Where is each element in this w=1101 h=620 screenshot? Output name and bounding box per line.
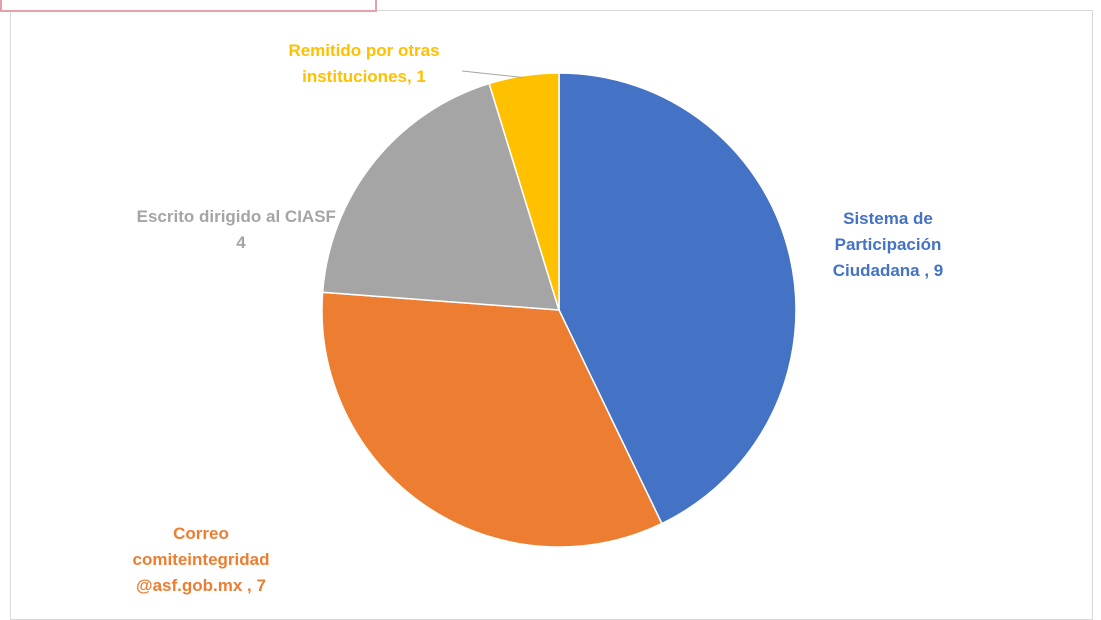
selection-tab [0, 0, 377, 12]
pie-slice [558, 72, 797, 525]
data-label: Remitido por otras instituciones, 1 [288, 41, 440, 86]
leader-line [461, 70, 525, 79]
pie-slice [321, 291, 663, 548]
pie-slice [321, 82, 561, 311]
data-label: Escrito dirigido al CIASF , 4 [136, 207, 346, 252]
data-label: Correo comiteintegridad @asf.gob.mx , 7 [132, 524, 270, 595]
data-label: Sistema de Participación Ciudadana , 9 [832, 209, 944, 280]
pie-slice [488, 72, 560, 311]
